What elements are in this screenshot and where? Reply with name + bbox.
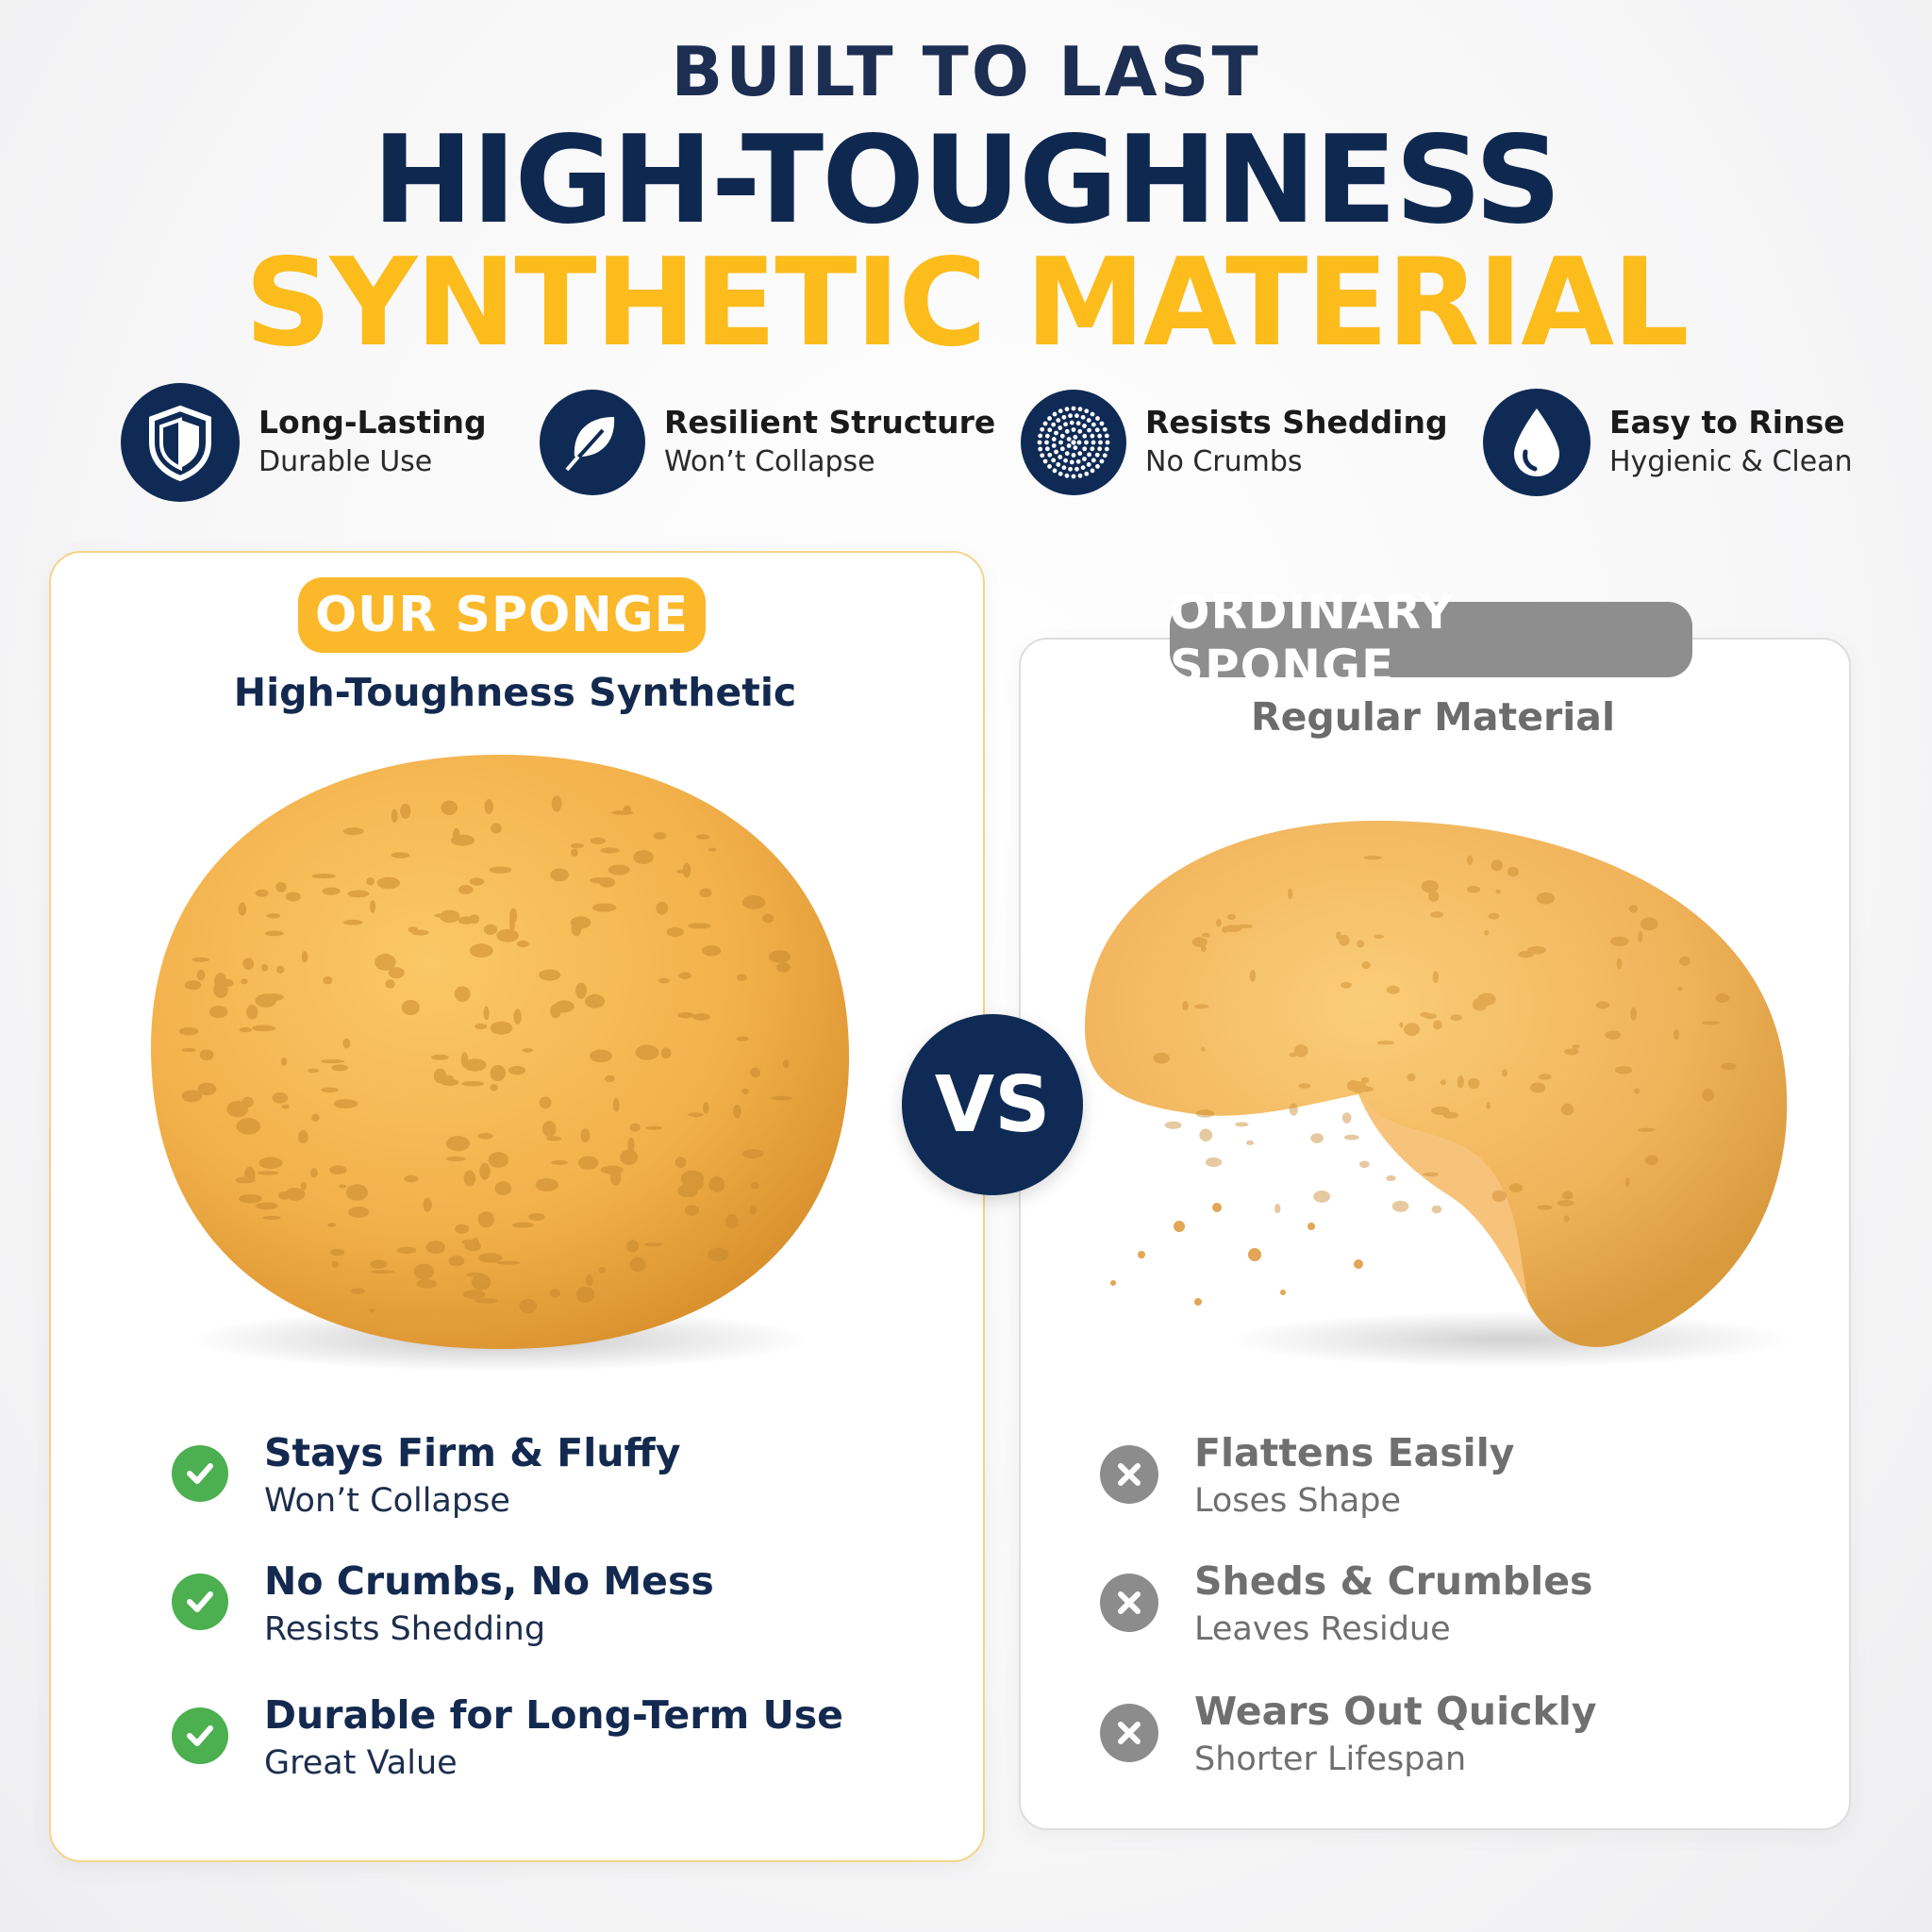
- feature-subtitle: Durable Use: [258, 445, 433, 478]
- ordinary-point-1: Flattens Easily Loses Shape: [1100, 1428, 1515, 1524]
- point-subtitle: Great Value: [264, 1744, 458, 1782]
- point-subtitle: Loses Shape: [1194, 1482, 1402, 1520]
- feature-resists-shedding: Resists Shedding No Crumbs: [1021, 381, 1448, 504]
- point-title: Flattens Easily: [1194, 1430, 1515, 1475]
- feature-title: Long-Lasting: [258, 404, 487, 441]
- point-title: Stays Firm & Fluffy: [264, 1430, 681, 1475]
- point-title: No Crumbs, No Mess: [264, 1558, 714, 1604]
- our-sponge-subtitle: High-Toughness Synthetic: [233, 670, 797, 715]
- shield-icon: [121, 383, 240, 502]
- point-subtitle: Won’t Collapse: [264, 1482, 510, 1520]
- ordinary-sponge-badge: ORDINARY SPONGE: [1170, 585, 1692, 694]
- ordinary-point-3: Wears Out Quickly Shorter Lifespan: [1100, 1687, 1597, 1783]
- x-circle-icon: [1100, 1445, 1158, 1504]
- check-icon: [172, 1445, 228, 1502]
- check-icon: [172, 1574, 228, 1630]
- our-sponge-image: [151, 755, 849, 1372]
- feature-easy-to-rinse: Easy to Rinse Hygienic & Clean: [1483, 381, 1853, 504]
- our-point-2: No Crumbs, No Mess Resists Shedding: [172, 1557, 714, 1653]
- feature-subtitle: Won’t Collapse: [664, 445, 875, 478]
- point-subtitle: Resists Shedding: [264, 1610, 546, 1648]
- water-drop-icon: [1483, 389, 1591, 496]
- feature-title: Resilient Structure: [664, 404, 996, 441]
- our-sponge-badge: OUR SPONGE: [298, 577, 706, 653]
- feature-long-lasting: Long-Lasting Durable Use: [121, 381, 487, 504]
- point-subtitle: Shorter Lifespan: [1194, 1740, 1467, 1778]
- feature-title: Resists Shedding: [1145, 404, 1448, 441]
- vs-badge: VS: [902, 1014, 1083, 1195]
- feature-subtitle: Hygienic & Clean: [1609, 445, 1853, 478]
- our-point-3: Durable for Long-Term Use Great Value: [172, 1690, 843, 1787]
- point-subtitle: Leaves Residue: [1194, 1610, 1451, 1648]
- leaf-icon: [540, 390, 645, 495]
- headline-line-1: HIGH-TOUGHNESS: [372, 110, 1562, 251]
- point-title: Durable for Long-Term Use: [264, 1692, 843, 1738]
- ordinary-sponge-subtitle: Regular Material: [1251, 694, 1615, 740]
- x-circle-icon: [1100, 1704, 1158, 1762]
- feature-subtitle: No Crumbs: [1145, 445, 1303, 478]
- x-circle-icon: [1100, 1574, 1158, 1632]
- point-title: Sheds & Crumbles: [1194, 1558, 1593, 1604]
- our-point-1: Stays Firm & Fluffy Won’t Collapse: [172, 1428, 680, 1524]
- ordinary-sponge-image: [1085, 821, 1792, 1368]
- feature-title: Easy to Rinse: [1609, 404, 1845, 441]
- dotted-circle-icon: [1021, 390, 1126, 495]
- check-icon: [172, 1707, 228, 1764]
- kicker-text: BUILT TO LAST: [671, 32, 1261, 111]
- feature-resilient-structure: Resilient Structure Won’t Collapse: [540, 381, 995, 504]
- ordinary-point-2: Sheds & Crumbles Leaves Residue: [1100, 1557, 1592, 1653]
- point-title: Wears Out Quickly: [1194, 1689, 1597, 1734]
- headline-line-2: SYNTHETIC MATERIAL: [244, 233, 1689, 374]
